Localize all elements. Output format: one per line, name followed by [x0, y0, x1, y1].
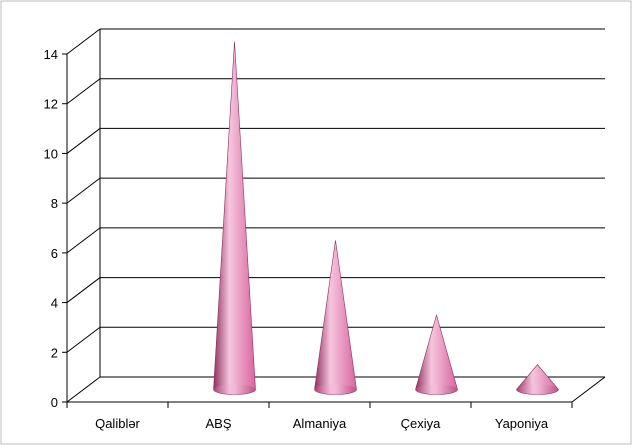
floor-right-edge [571, 376, 606, 403]
cone-bar [516, 364, 559, 395]
y-tick-label: 2 [51, 345, 58, 360]
x-tick-label: ABŞ [205, 416, 231, 431]
gridline [66, 277, 605, 303]
y-tick-label: 10 [44, 146, 58, 161]
x-tick-label: Almaniya [293, 416, 347, 431]
cone-bar [213, 41, 256, 395]
cone-bar [314, 240, 357, 395]
x-tick-label: Yaponiya [495, 416, 549, 431]
y-tick-labels: 0 2 4 6 8 10 12 14 [44, 47, 58, 410]
y-tick-label: 14 [44, 47, 58, 62]
y-tick-label: 4 [51, 296, 58, 311]
y-tick-label: 0 [51, 395, 58, 410]
gridline [66, 127, 605, 154]
gridline [66, 78, 605, 105]
x-tick-label: Qaliblər [95, 416, 140, 431]
cone-bar [415, 313, 458, 395]
gridline [66, 227, 605, 254]
gridline [66, 28, 605, 55]
gridline [66, 326, 605, 353]
y-tick-label: 12 [44, 97, 58, 112]
x-tick-labels: Qaliblər ABŞ Almaniya Çexiya Yaponiya [95, 416, 549, 431]
cones [213, 41, 559, 395]
gridline [66, 177, 605, 204]
y-tick-label: 8 [51, 196, 58, 211]
x-tick-label: Çexiya [401, 416, 442, 431]
y-tick-label: 6 [51, 246, 58, 261]
